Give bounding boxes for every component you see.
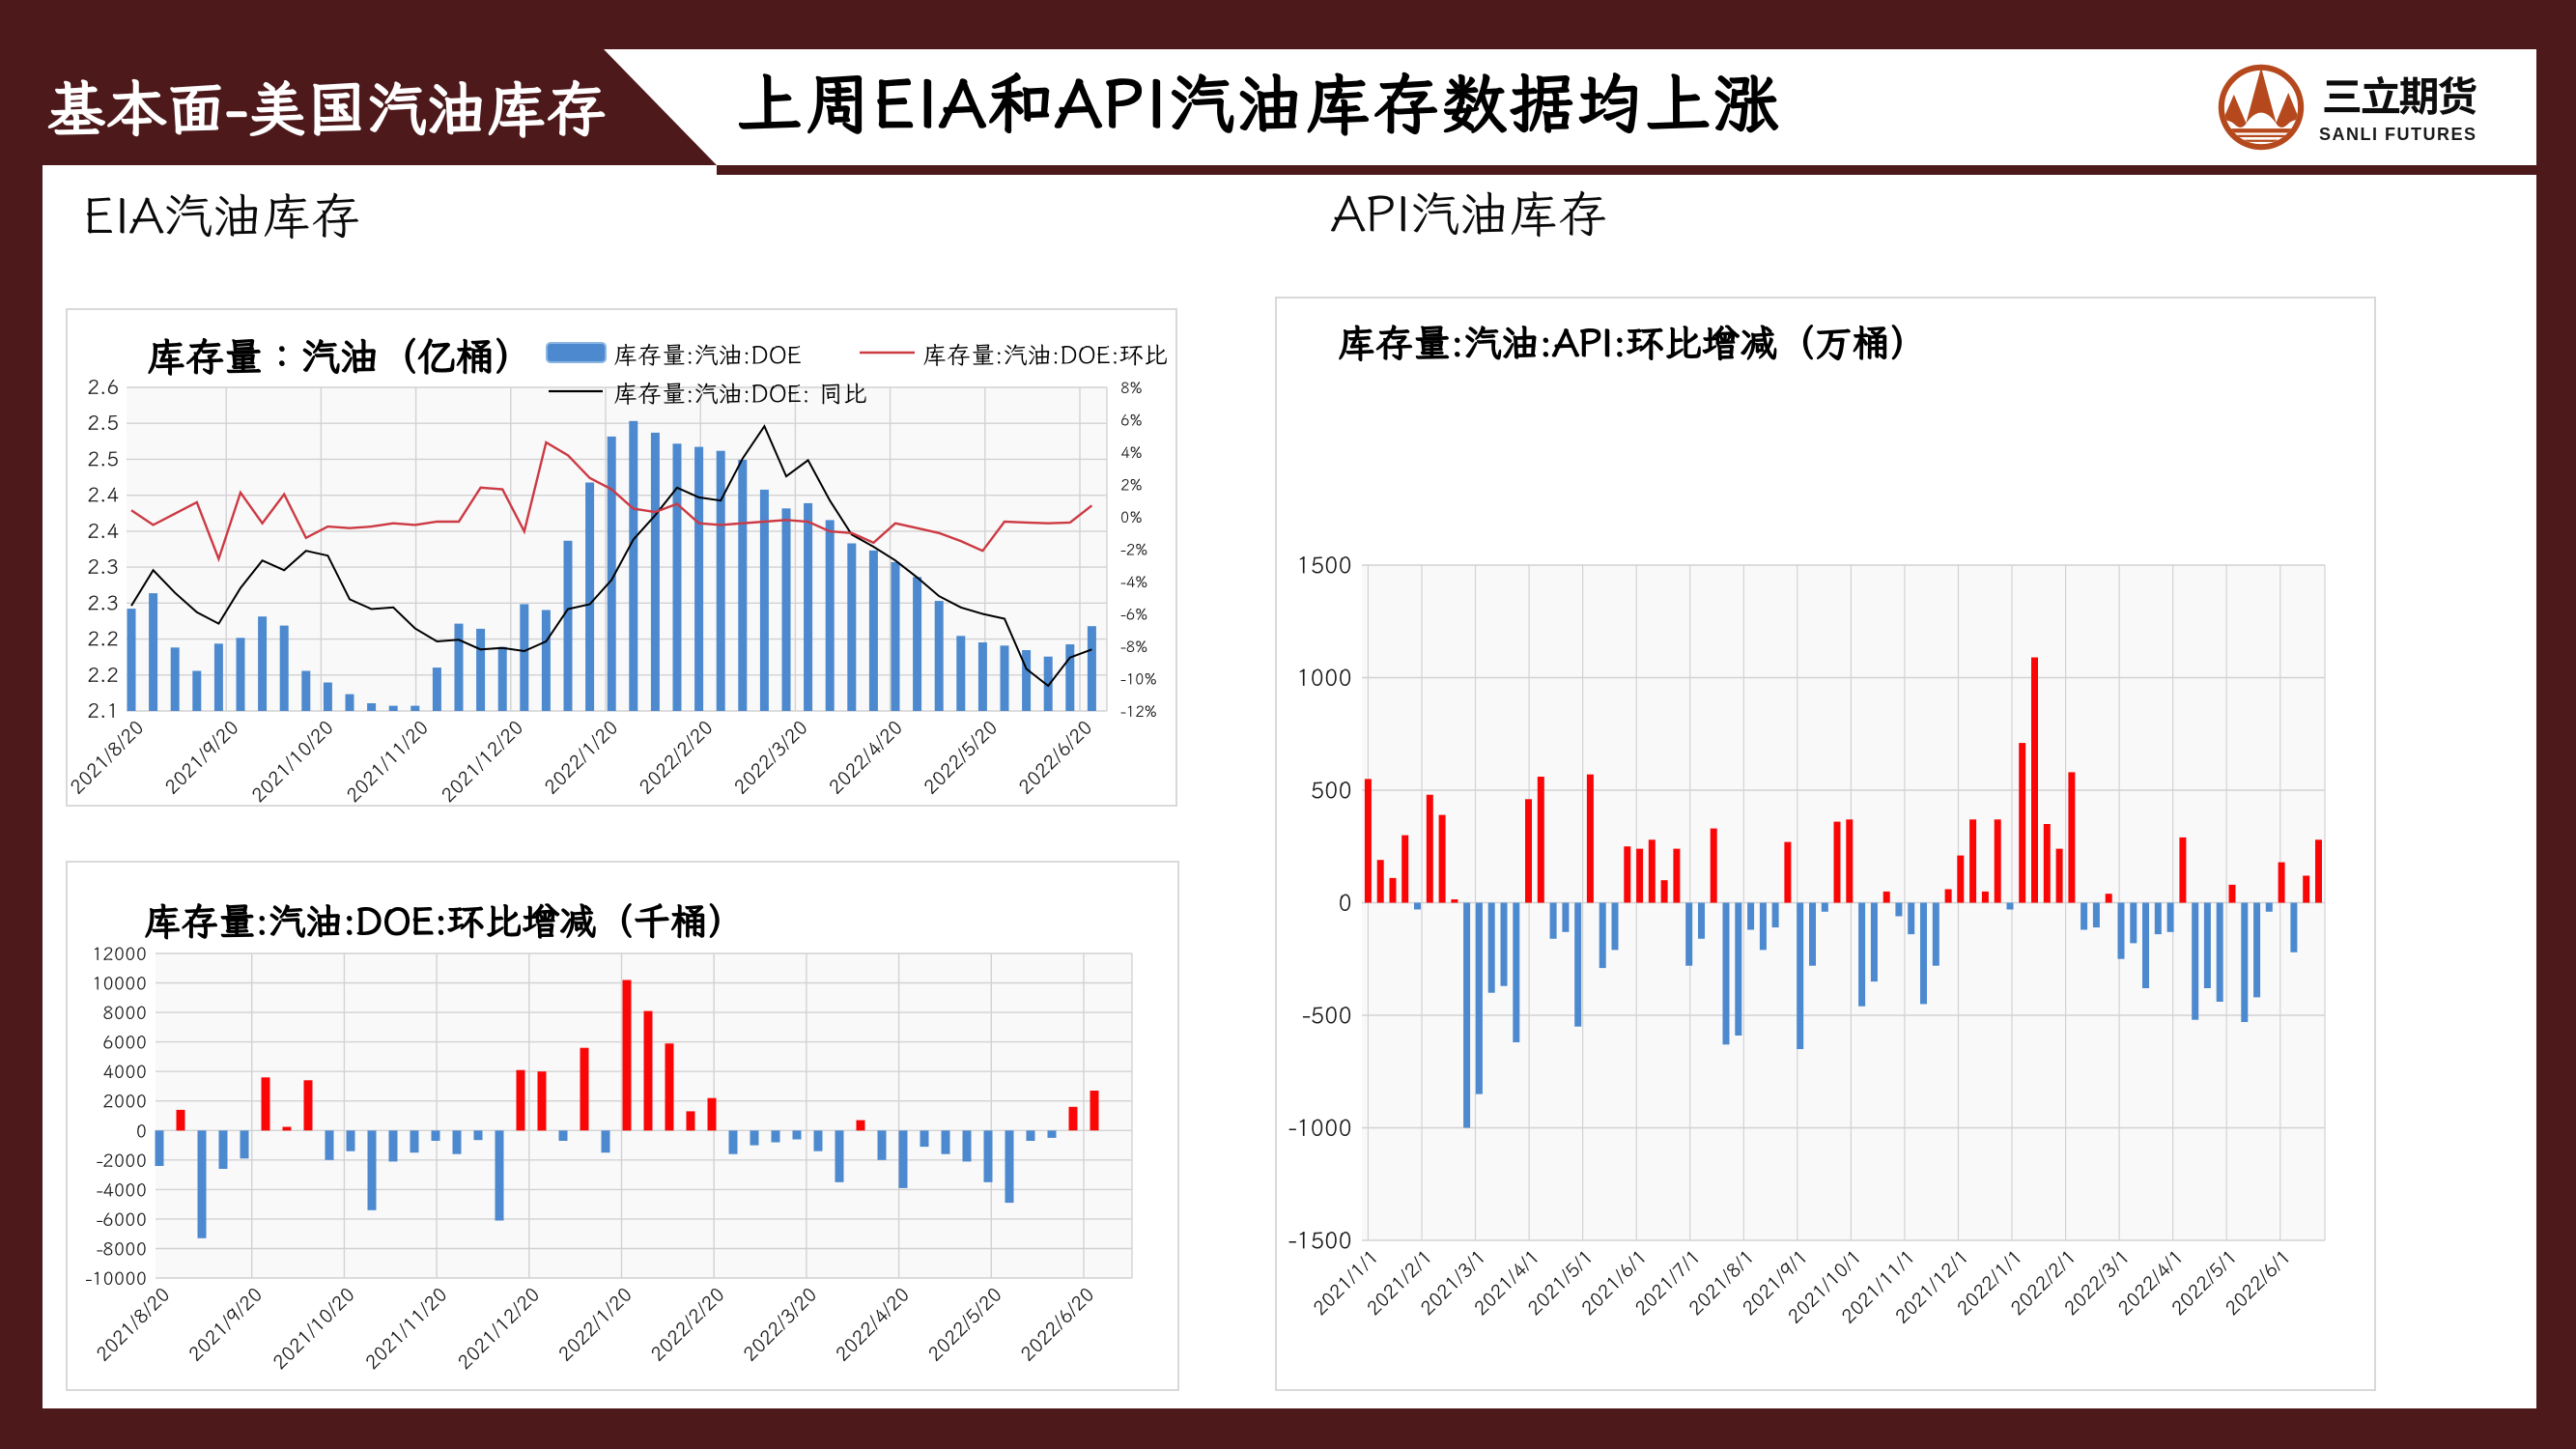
svg-text:8%: 8% [1120, 377, 1142, 398]
svg-text:库存量：汽油（亿桶）: 库存量：汽油（亿桶） [147, 331, 533, 382]
svg-text:-8000: -8000 [97, 1237, 147, 1262]
svg-text:2.3: 2.3 [87, 553, 119, 580]
svg-text:库存量:汽油:DOE:环比: 库存量:汽油:DOE:环比 [922, 339, 1168, 371]
svg-text:-8%: -8% [1120, 636, 1147, 657]
svg-text:-2%: -2% [1120, 539, 1147, 560]
svg-text:-4%: -4% [1120, 571, 1147, 592]
svg-text:库存量:汽油:DOE: 库存量:汽油:DOE [613, 339, 802, 371]
svg-text:12000: 12000 [92, 942, 147, 966]
svg-text:4%: 4% [1120, 441, 1142, 463]
svg-text:库存量:汽油:API:环比增减（万桶）: 库存量:汽油:API:环比增减（万桶） [1338, 319, 1928, 368]
svg-text:6%: 6% [1120, 410, 1142, 431]
svg-text:-4000: -4000 [97, 1178, 147, 1202]
svg-text:-1000: -1000 [1288, 1112, 1352, 1143]
svg-text:-1500: -1500 [1288, 1224, 1352, 1255]
svg-text:2.2: 2.2 [87, 625, 119, 652]
svg-text:6000: 6000 [102, 1031, 147, 1055]
svg-text:2.4: 2.4 [87, 517, 119, 544]
svg-text:2.2: 2.2 [87, 661, 119, 688]
svg-text:库存量:汽油:DOE: 同比: 库存量:汽油:DOE: 同比 [613, 378, 867, 410]
svg-text:2.1: 2.1 [87, 696, 119, 724]
svg-text:0: 0 [1339, 887, 1352, 918]
svg-text:-10%: -10% [1120, 668, 1157, 690]
svg-text:1500: 1500 [1296, 549, 1352, 580]
svg-text:2%: 2% [1120, 474, 1142, 496]
svg-text:-10000: -10000 [85, 1266, 147, 1291]
svg-text:-12%: -12% [1120, 700, 1157, 722]
svg-text:-6000: -6000 [97, 1208, 147, 1232]
svg-text:2.5: 2.5 [87, 409, 119, 436]
svg-text:-500: -500 [1302, 999, 1352, 1030]
svg-text:库存量:汽油:DOE:环比增减（千桶）: 库存量:汽油:DOE:环比增减（千桶） [144, 895, 745, 945]
svg-text:500: 500 [1311, 774, 1352, 805]
svg-text:2.3: 2.3 [87, 588, 119, 615]
svg-text:1000: 1000 [1296, 662, 1352, 693]
svg-text:0: 0 [136, 1119, 147, 1143]
svg-text:2.6: 2.6 [87, 373, 119, 400]
svg-text:-6%: -6% [1120, 604, 1147, 625]
svg-text:4000: 4000 [102, 1060, 147, 1084]
svg-text:2.4: 2.4 [87, 481, 119, 508]
svg-text:2.5: 2.5 [87, 444, 119, 471]
svg-text:8000: 8000 [102, 1001, 147, 1025]
svg-text:10000: 10000 [92, 972, 147, 996]
svg-text:0%: 0% [1120, 506, 1142, 527]
svg-text:-2000: -2000 [97, 1149, 147, 1173]
svg-text:2000: 2000 [102, 1090, 147, 1114]
